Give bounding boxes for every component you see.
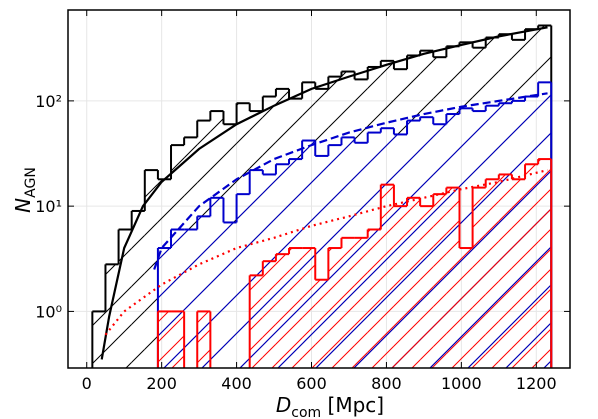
hatch-fill xyxy=(223,222,237,368)
hatch-fill xyxy=(538,159,552,368)
y-axis-label: NAGN xyxy=(11,167,39,213)
hatch-fill xyxy=(433,194,447,368)
hatch-fill xyxy=(236,194,250,368)
hatch-fill xyxy=(262,261,276,368)
y-tick-label: 10⁰ xyxy=(35,302,62,321)
hatch-fill xyxy=(380,184,394,368)
x-tick-label: 400 xyxy=(221,374,252,393)
hatch-fill xyxy=(210,197,224,368)
hatch-fill xyxy=(341,237,355,368)
hatch-fill xyxy=(446,187,460,368)
plot-frame xyxy=(67,9,571,369)
hatch-fill xyxy=(144,170,158,368)
hatch-fill xyxy=(328,248,342,368)
hatch-fill xyxy=(459,248,473,368)
hatch-fill xyxy=(420,206,434,368)
hatch-fill xyxy=(525,164,539,368)
histogram-series xyxy=(156,158,553,368)
x-tick-label: 1000 xyxy=(441,374,482,393)
hatch-fill xyxy=(184,229,198,368)
x-tick-label: 200 xyxy=(146,374,177,393)
hatch-fill xyxy=(393,206,408,368)
x-label-main: D xyxy=(276,393,291,417)
hatch-fill xyxy=(157,311,172,368)
x-tick-label: 800 xyxy=(371,374,402,393)
hatch-fill xyxy=(92,311,106,368)
hatch-fill xyxy=(197,311,211,368)
hatch-fill xyxy=(511,179,526,368)
model-curve xyxy=(104,169,548,336)
x-axis-label: Dcom [Mpc] xyxy=(276,393,384,419)
hatch-fill xyxy=(367,229,381,368)
hatch-fill xyxy=(118,229,132,368)
hatch-fill xyxy=(249,275,263,368)
hatch-fill xyxy=(407,197,421,368)
x-label-rest: [Mpc] xyxy=(321,393,384,417)
plot-area xyxy=(68,10,570,368)
y-tick-label: 10¹ xyxy=(35,197,62,216)
y-label-sub: AGN xyxy=(23,167,39,198)
hatch-fill xyxy=(275,254,290,368)
hatch-fill xyxy=(485,179,499,368)
x-tick-label: 1200 xyxy=(516,374,557,393)
hatch-fill xyxy=(472,187,486,368)
model-curve xyxy=(100,26,548,360)
x-label-sub: com xyxy=(291,405,321,419)
hatch-fill xyxy=(354,237,368,368)
hatch-fill xyxy=(498,174,512,368)
hatch-fill xyxy=(302,248,316,368)
x-tick-label: 0 xyxy=(82,374,92,393)
hatch-fill xyxy=(289,248,303,368)
hatch-fill xyxy=(315,279,329,368)
hatch-fill xyxy=(171,311,185,368)
y-tick-label: 10² xyxy=(35,92,62,111)
hatch-fill xyxy=(131,210,145,368)
x-tick-label: 600 xyxy=(296,374,327,393)
y-label-main: N xyxy=(11,198,35,213)
